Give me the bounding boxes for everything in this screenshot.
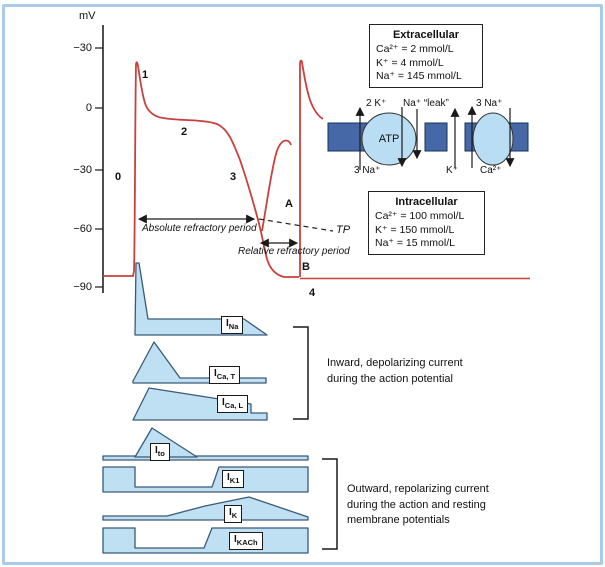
inward-currents-bracket — [293, 326, 309, 420]
pump-label-2k: 2 K⁺ — [366, 98, 387, 109]
threshold-potential-dashed-line — [258, 218, 334, 232]
current-label-ikach: IKACh — [229, 532, 263, 550]
response-b-label: B — [302, 261, 310, 273]
current-label-ina: INa — [221, 316, 244, 334]
y-tick-minus60: −60 — [73, 223, 92, 235]
current-subscript: Ca, L — [224, 401, 244, 410]
y-axis-unit-label: mV — [79, 10, 96, 22]
extracellular-na: Na⁺ = 145 mmol/L — [376, 70, 462, 82]
atp-label: ATP — [378, 133, 400, 145]
y-tick-minus30: −30 — [73, 164, 92, 176]
current-subscript: Na — [228, 322, 239, 331]
current-subscript: K1 — [229, 476, 240, 485]
phase-3-label: 3 — [230, 171, 237, 183]
premature-response-a-curve — [261, 139, 292, 232]
trace-ina — [134, 262, 268, 336]
current-symbol: I — [155, 445, 158, 456]
extracellular-k: K⁺ = 4 mmol/L — [376, 56, 444, 69]
membrane-segment-middle — [424, 122, 448, 152]
trace-ikach — [102, 527, 309, 554]
current-symbol: I — [234, 534, 237, 545]
response-a-label: A — [285, 198, 293, 210]
pump-label-na-leak: Na⁺ “leak” — [403, 98, 449, 109]
pump-label-ca-bottom: Ca²⁺ — [480, 165, 502, 176]
outward-currents-legend: Outward, repolarizing current during the… — [347, 483, 489, 526]
y-axis-ticks — [95, 47, 103, 288]
action-potential-curve — [103, 61, 299, 278]
extracellular-title: Extracellular — [392, 29, 460, 41]
phase-0-label: 0 — [115, 171, 122, 183]
phase-4-label: 4 — [309, 287, 316, 299]
intracellular-na: Na⁺ = 15 mmol/L — [375, 237, 455, 249]
phase-1-label: 1 — [142, 69, 149, 81]
sodium-calcium-exchanger-icon — [472, 112, 514, 166]
current-subscript: KACh — [236, 538, 258, 547]
full-response-b-curve — [299, 59, 324, 277]
intracellular-title: Intracellular — [395, 196, 458, 208]
trace-ik — [102, 496, 309, 521]
current-traces — [102, 262, 309, 554]
current-label-ik: IK — [224, 505, 243, 523]
current-subscript: K — [231, 511, 238, 520]
current-label-ik1: IK1 — [222, 470, 245, 488]
current-symbol: I — [214, 368, 217, 379]
y-tick-plus30: −30 — [73, 42, 92, 54]
page-border-frame — [2, 4, 603, 565]
extracellular-box: Extracellular Ca²⁺ = 2 mmol/L K⁺ = 4 mmo… — [369, 24, 483, 88]
outward-currents-bracket — [322, 458, 338, 550]
threshold-potential-label: TP — [336, 224, 351, 236]
pump-label-3na-bottom: 3 Na⁺ — [354, 165, 381, 176]
pump-label-3na-top: 3 Na⁺ — [476, 98, 503, 109]
y-tick-minus90: −90 — [73, 281, 92, 293]
phase-2-label: 2 — [181, 126, 188, 138]
current-symbol: I — [222, 397, 225, 408]
intracellular-k: K⁺ = 150 mmol/L — [375, 223, 455, 236]
y-tick-0: 0 — [85, 102, 92, 114]
current-symbol: I — [226, 318, 229, 329]
extracellular-ca: Ca²⁺ = 2 mmol/L — [376, 43, 454, 55]
current-symbol: I — [229, 507, 232, 518]
current-label-ito: Ito — [150, 443, 170, 461]
intracellular-box: Intracellular Ca²⁺ = 100 mmol/L K⁺ = 150… — [368, 191, 485, 255]
current-label-ical: ICa, L — [217, 395, 249, 413]
current-symbol: I — [227, 472, 230, 483]
pump-label-k-bottom: K⁺ — [446, 165, 458, 176]
current-label-icat: ICa, T — [209, 366, 241, 384]
trace-ik1 — [102, 466, 309, 493]
current-subscript: to — [157, 449, 165, 458]
absolute-refractory-label: Absolute refractory period — [142, 223, 257, 234]
membrane-diagram — [327, 105, 529, 170]
intracellular-ca: Ca²⁺ = 100 mmol/L — [375, 210, 465, 222]
inward-currents-legend: Inward, depolarizing current during the … — [327, 357, 463, 385]
relative-refractory-label: Relative refractory period — [238, 246, 350, 257]
trace-ito-baseline — [102, 455, 309, 461]
current-subscript: Ca, T — [216, 372, 236, 381]
trace-icat — [132, 341, 267, 384]
